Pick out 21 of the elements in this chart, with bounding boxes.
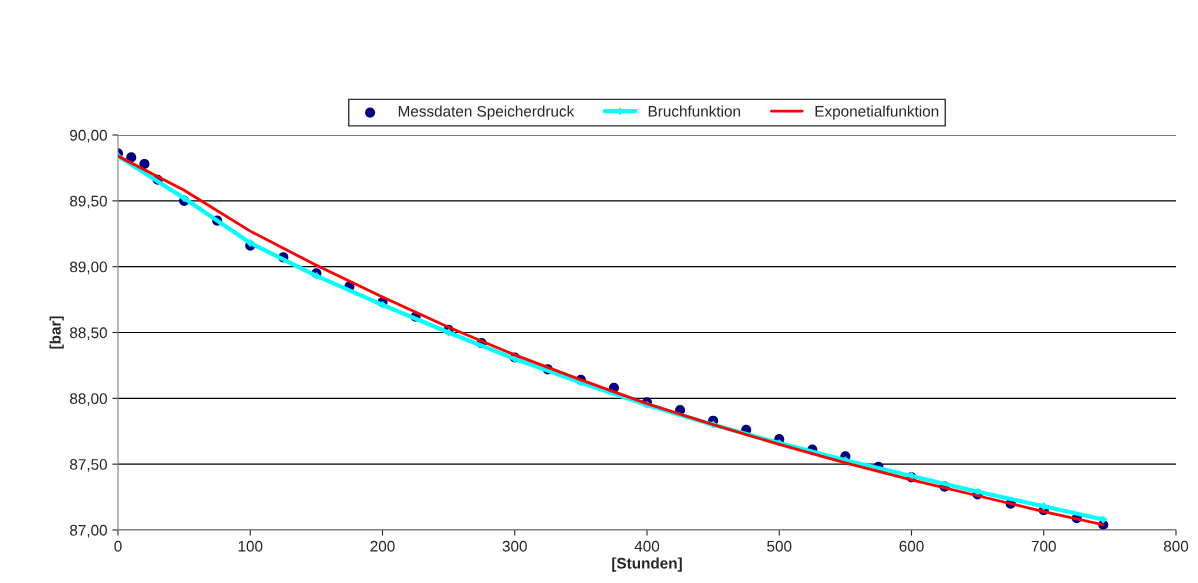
y-tick-label: 87,50 [70,459,107,472]
y-tick-label: 89,00 [70,261,107,275]
y-tick-label: 90,00 [70,129,107,143]
x-tick-label: 500 [767,540,792,552]
legend-label: Exponetialfunktion [815,105,939,120]
x-tick-label: 400 [634,540,660,552]
y-tick-label: 88,00 [70,393,107,406]
x-tick-label: 300 [502,540,527,552]
y-tick-label: 87,00 [70,524,107,538]
x-tick-label: 600 [899,540,924,552]
x-tick-label: 100 [238,540,263,552]
legend-label: Messdaten Speicherdruck [398,105,575,120]
x-tick-label: 200 [370,540,395,552]
x-tick-label: 800 [1163,540,1189,552]
y-tick-label: 88,50 [70,327,107,340]
y-axis-title: [bar] [49,316,64,349]
y-tick-label: 89,50 [70,195,107,209]
x-axis-title: [Stunden] [612,557,682,572]
legend-label: Bruchfunktion [648,105,740,117]
x-tick-label: 0 [114,540,122,552]
x-tick-label: 700 [1031,540,1056,552]
